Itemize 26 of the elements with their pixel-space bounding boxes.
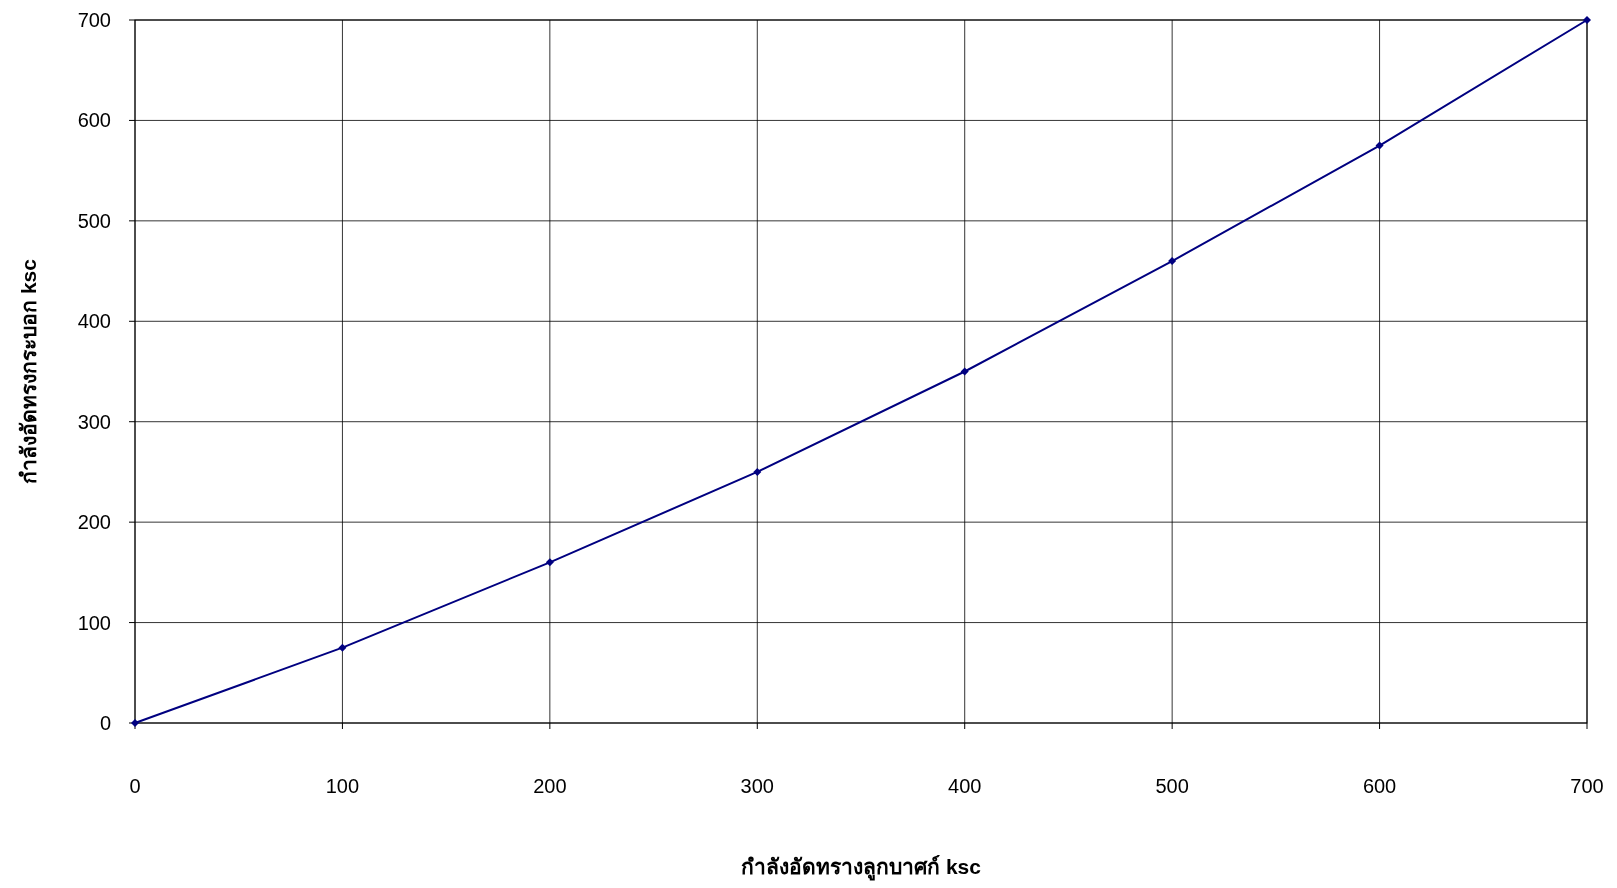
y-tick-label: 0 xyxy=(99,712,111,734)
x-tick-label: 300 xyxy=(740,775,774,797)
x-axis-title: กำลังอัดทรางลูกบาศก์ ksc xyxy=(741,855,982,881)
y-tick-label: 100 xyxy=(77,611,111,634)
point xyxy=(1583,16,1591,24)
x-tick-label: 500 xyxy=(1155,775,1189,797)
x-tick-label: 600 xyxy=(1362,775,1397,797)
y-tick-label: 300 xyxy=(77,410,111,433)
x-tick-label: 0 xyxy=(129,775,141,797)
y-tick-label: 500 xyxy=(77,209,111,232)
y-tick-label: 600 xyxy=(77,109,111,132)
line-series xyxy=(131,16,1591,727)
x-tick-label: 100 xyxy=(325,775,360,797)
point xyxy=(1168,257,1177,266)
y-tick-label: 200 xyxy=(77,511,111,534)
y-axis-title: กำลังอัดทรงกระบอก ksc xyxy=(17,258,40,484)
point xyxy=(545,558,554,567)
point xyxy=(338,643,347,652)
y-tick-label: 700 xyxy=(77,9,111,31)
x-tick-label: 700 xyxy=(1570,775,1604,797)
point xyxy=(960,367,969,376)
point xyxy=(1375,141,1384,150)
x-tick-label: 400 xyxy=(948,775,982,797)
y-tick-label: 400 xyxy=(77,310,111,333)
x-tick-label: 200 xyxy=(533,775,567,797)
point xyxy=(753,467,762,476)
